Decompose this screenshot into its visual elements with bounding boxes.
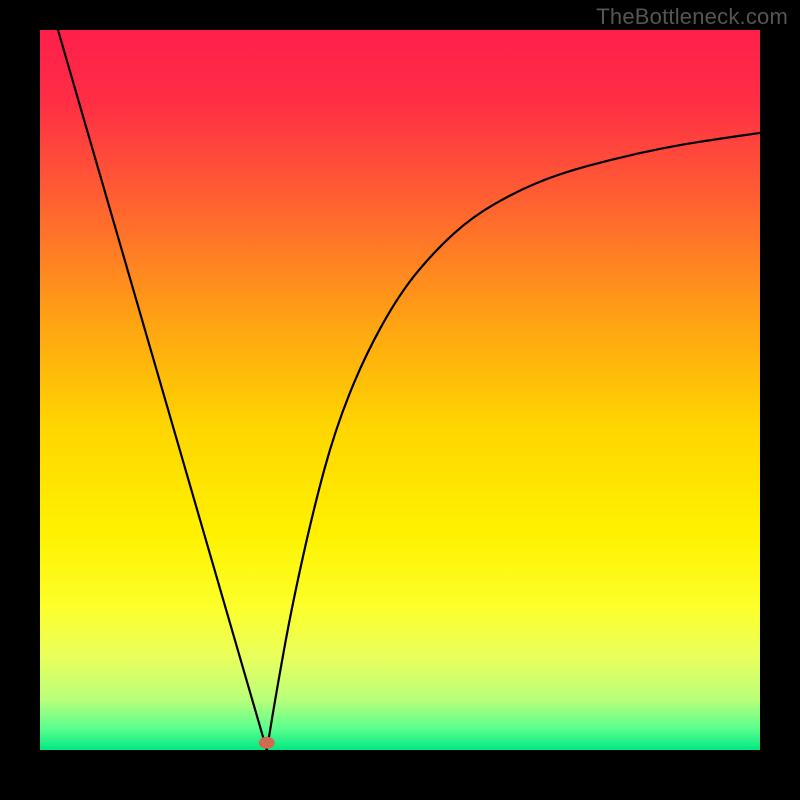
chart-svg — [0, 0, 800, 800]
watermark-text: TheBottleneck.com — [596, 4, 788, 30]
plot-background — [40, 30, 760, 750]
vertex-marker — [259, 737, 275, 749]
chart-stage: TheBottleneck.com — [0, 0, 800, 800]
